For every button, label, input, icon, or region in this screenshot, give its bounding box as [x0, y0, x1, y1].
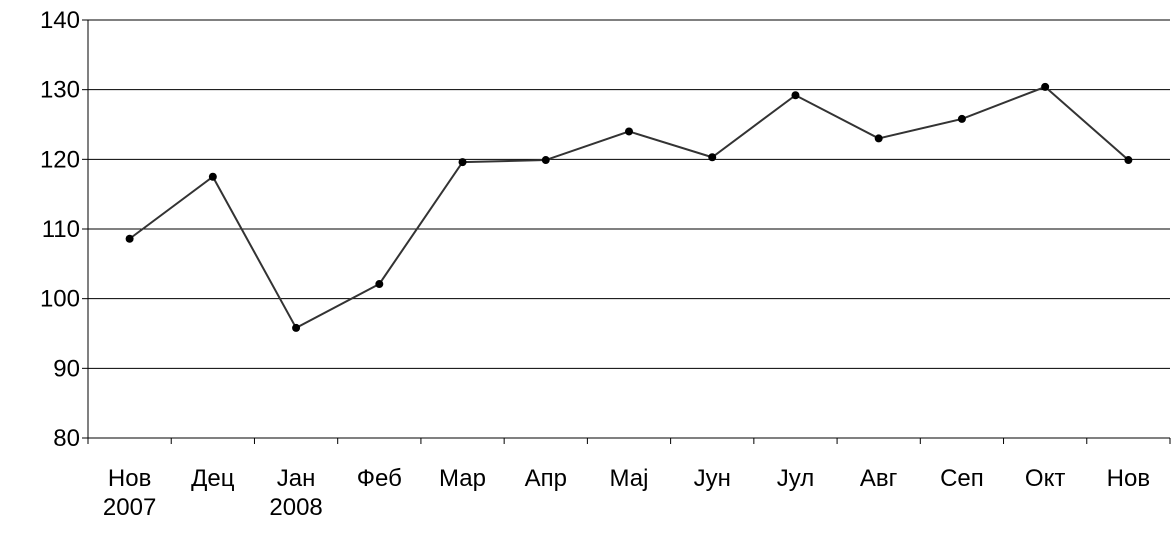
x-tick-label: Нов — [1107, 465, 1150, 492]
point — [125, 234, 134, 243]
x-tick-label: Авг — [860, 465, 898, 492]
x-tick-label: Нов 2007 — [103, 465, 156, 521]
point — [625, 127, 633, 136]
point — [957, 114, 966, 123]
y-tick-label: 120 — [40, 146, 80, 173]
x-tick-label: Феб — [357, 465, 402, 492]
x-tick-label: Апр — [525, 465, 567, 492]
point — [458, 158, 467, 167]
point — [874, 134, 883, 143]
y-tick-label: 140 — [40, 7, 80, 34]
point — [1124, 156, 1133, 165]
y-tick-label: 90 — [53, 355, 80, 382]
x-tick-label: Окт — [1025, 465, 1065, 492]
x-tick-label: Јул — [777, 465, 814, 492]
x-tick-label: Сеп — [940, 465, 984, 492]
x-tick-label: Дец — [191, 465, 235, 492]
point — [791, 91, 800, 100]
y-tick-label: 80 — [53, 425, 80, 452]
y-tick-label: 130 — [40, 77, 80, 104]
point — [375, 280, 384, 289]
x-tick-label: Мај — [610, 465, 649, 492]
y-tick-label: 100 — [40, 286, 80, 313]
x-tick-label: Јун — [694, 465, 731, 492]
x-tick-label: Мар — [439, 465, 486, 492]
point — [541, 156, 550, 165]
line — [129, 85, 1130, 330]
y-tick-label: 110 — [42, 216, 80, 243]
point — [1041, 82, 1050, 91]
x-tick-label: Јан 2008 — [269, 465, 322, 521]
point — [292, 323, 301, 332]
point — [208, 172, 217, 181]
point — [708, 153, 717, 162]
